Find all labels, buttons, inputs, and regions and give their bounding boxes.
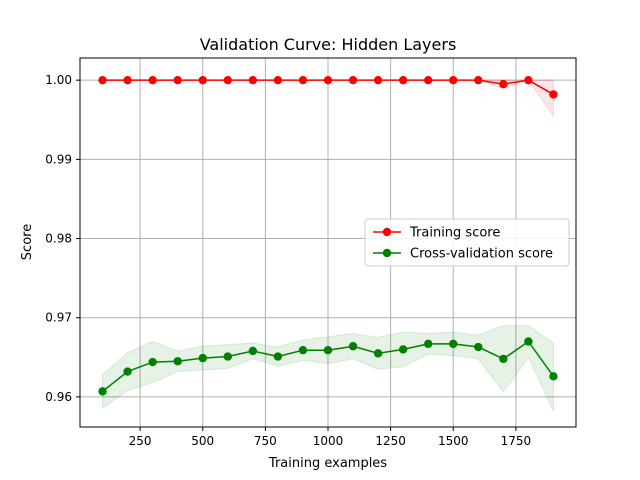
series-1-point — [323, 345, 333, 355]
series-1-point — [499, 354, 508, 364]
x-axis-label: Training examples — [268, 456, 387, 471]
legend-box — [364, 218, 570, 267]
legend: Training score Cross-validation score — [364, 218, 570, 267]
series-0-point — [248, 75, 258, 85]
series-0-point — [298, 75, 308, 85]
y-tick-label: 0.96 — [45, 390, 72, 404]
y-tick-label: 0.98 — [45, 232, 72, 246]
legend-label: Cross-validation score — [410, 247, 553, 262]
series-1-point — [524, 337, 533, 346]
y-tick-label: 0.97 — [45, 311, 72, 325]
series-1-point — [173, 357, 182, 366]
series-0-point — [273, 75, 283, 85]
y-axis-label: Score — [20, 224, 35, 260]
x-tick-label: 750 — [254, 434, 277, 448]
x-tick-label: 500 — [191, 434, 214, 448]
series-1-point — [98, 387, 107, 396]
series-0-point — [98, 75, 107, 85]
series-1-point — [123, 367, 132, 376]
series-0-point — [173, 75, 182, 85]
series-1-point — [348, 342, 358, 351]
legend-swatch-marker — [382, 248, 392, 258]
series-1-point — [223, 352, 232, 361]
series-1-point — [449, 339, 458, 349]
series-1-point — [198, 353, 207, 363]
x-tick-label: 1750 — [501, 434, 532, 448]
series-0-point — [424, 75, 433, 85]
series-0-point — [223, 75, 232, 85]
series-1-point — [298, 345, 308, 355]
series-0-point — [323, 75, 333, 85]
series-1-point — [549, 372, 558, 381]
series-1-point — [273, 352, 283, 361]
series-0-point — [398, 75, 408, 85]
series-0-point — [524, 75, 533, 85]
series-0-point — [198, 75, 207, 85]
series-1-point — [148, 357, 157, 367]
y-tick-label: 1.00 — [45, 73, 72, 87]
series-1-point — [248, 346, 258, 356]
series-0-point — [148, 75, 157, 85]
series-0-point — [373, 75, 383, 85]
y-tick-label: 0.99 — [45, 152, 72, 166]
y-axis-ticks: 0.96 0.97 0.98 0.99 1.00 — [45, 73, 80, 404]
x-tick-label: 250 — [129, 434, 152, 448]
series-0-point — [549, 90, 558, 99]
x-axis-ticks: 250 500 750 1000 1250 1500 1750 — [129, 427, 531, 448]
series-1-point — [424, 339, 433, 349]
series-0-point — [499, 79, 508, 89]
series-1-point — [398, 345, 408, 354]
x-tick-label: 1000 — [313, 434, 344, 448]
series-0-point — [474, 75, 483, 85]
series-0-point — [123, 75, 132, 85]
series-1-point — [474, 342, 483, 352]
series-1-band — [102, 325, 554, 412]
x-tick-label: 1500 — [438, 434, 469, 448]
chart-title: Validation Curve: Hidden Layers — [200, 35, 457, 54]
series-1-point — [373, 349, 383, 358]
x-tick-label: 1250 — [375, 434, 406, 448]
series-points — [98, 75, 558, 396]
series-0-point — [348, 75, 358, 85]
series-0-point — [449, 75, 458, 85]
legend-label: Training score — [409, 226, 500, 241]
legend-swatch-marker — [382, 227, 392, 237]
